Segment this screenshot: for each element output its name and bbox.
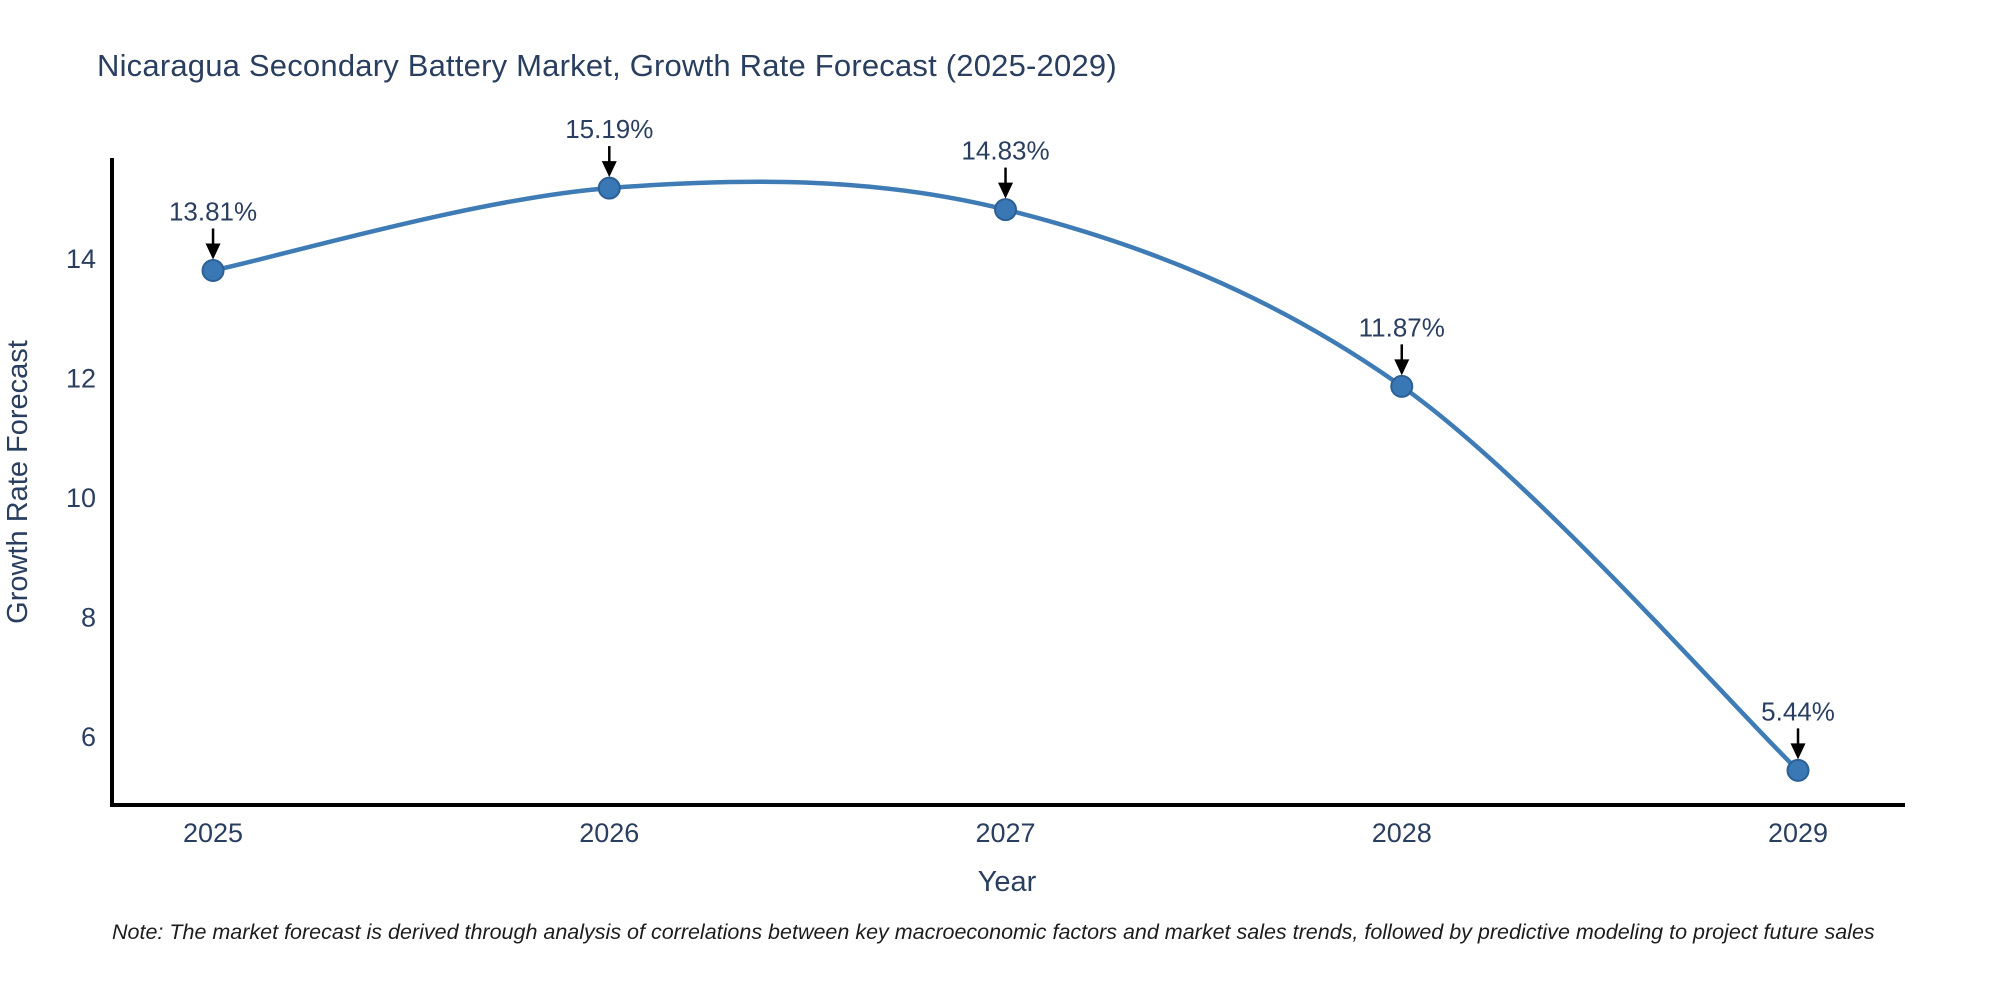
y-axis-title: Growth Rate Forecast <box>2 340 34 624</box>
y-axis-tick-label: 6 <box>81 722 96 752</box>
annotation-label: 5.44% <box>1761 696 1835 726</box>
annotation-label: 14.83% <box>961 136 1049 166</box>
x-axis-tick-label: 2028 <box>1372 818 1432 848</box>
annotation-arrowhead <box>1790 743 1806 760</box>
x-axis-tick-label: 2026 <box>579 818 639 848</box>
data-point-marker <box>1786 758 1810 782</box>
annotation-arrowhead <box>601 161 617 178</box>
annotation-label: 13.81% <box>169 196 257 226</box>
trend-line <box>210 179 1801 773</box>
y-axis-tick-label: 12 <box>66 364 96 394</box>
x-axis-tick-label: 2025 <box>183 818 243 848</box>
x-axis-tick-label: 2029 <box>1768 818 1828 848</box>
data-point-marker <box>994 198 1018 222</box>
data-point-marker <box>1390 374 1414 398</box>
chart-title: Nicaragua Secondary Battery Market, Grow… <box>97 48 1117 83</box>
annotation-label: 11.87% <box>1359 312 1445 342</box>
x-axis-title: Year <box>977 866 1037 898</box>
y-axis-tick-label: 10 <box>66 483 96 513</box>
data-point-marker <box>597 176 621 200</box>
y-axis-tick-label: 14 <box>66 244 96 274</box>
data-point-marker <box>201 258 225 282</box>
annotation-arrowhead <box>205 243 221 260</box>
footnote: Note: The market forecast is derived thr… <box>112 920 1875 944</box>
annotation-label: 15.19% <box>565 114 653 144</box>
y-axis-tick-label: 8 <box>81 602 96 632</box>
x-axis-tick-label: 2027 <box>975 818 1035 848</box>
annotation-arrowhead <box>998 182 1014 199</box>
annotation-arrowhead <box>1394 359 1410 376</box>
